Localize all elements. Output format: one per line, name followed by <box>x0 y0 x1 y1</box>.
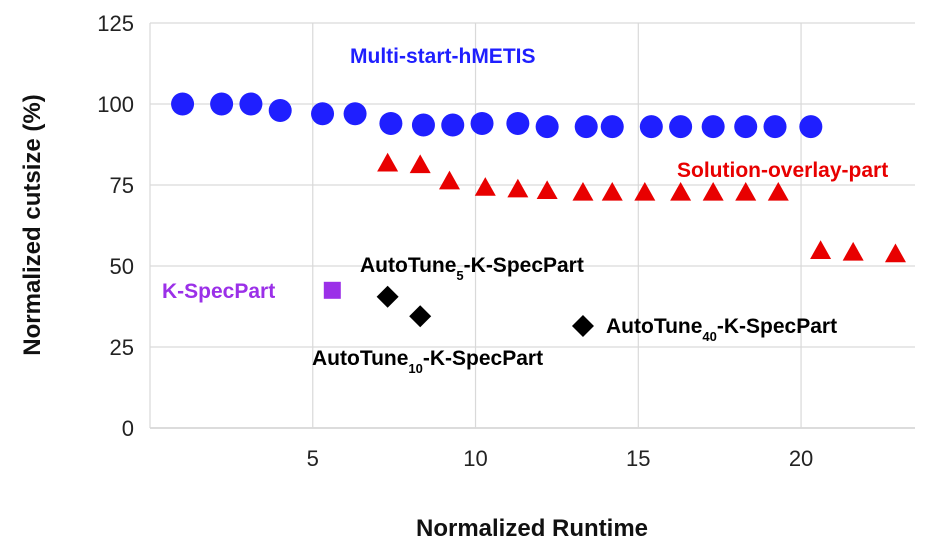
multi-start-hmetis-point <box>535 115 559 139</box>
solution-overlay-part-point <box>507 178 529 198</box>
solution-overlay-part-point <box>735 181 757 201</box>
y-tick-label: 75 <box>110 173 134 198</box>
multi-start-hmetis-point <box>734 115 758 139</box>
multi-start-hmetis-point <box>171 92 195 116</box>
solution-overlay-part-point <box>377 152 399 172</box>
solution-overlay-part-point <box>767 181 789 201</box>
annotation-kspec: K-SpecPart <box>162 280 275 303</box>
multi-start-hmetis-point <box>669 115 693 139</box>
y-tick-label: 25 <box>110 335 134 360</box>
x-axis-ticks: 5 10 15 20 <box>307 446 814 471</box>
multi-start-hmetis-point <box>639 115 663 139</box>
autotune-k-specpart-point <box>409 305 432 328</box>
x-tick-label: 5 <box>307 446 319 471</box>
solution-overlay-part-point <box>601 181 623 201</box>
multi-start-hmetis-point <box>506 111 530 135</box>
multi-start-hmetis-point <box>210 92 234 116</box>
multi-start-hmetis-point <box>600 115 624 139</box>
annotation-subscript: 40 <box>702 329 716 344</box>
data-points <box>171 92 906 337</box>
solution-overlay-part-point <box>702 181 724 201</box>
multi-start-hmetis-point <box>239 92 263 116</box>
annotation-subscript: 10 <box>408 361 422 376</box>
y-axis-title: Normalized cutsize (%) <box>19 94 46 355</box>
solution-overlay-part-point <box>670 181 692 201</box>
annotation-text: AutoTune <box>606 315 702 338</box>
x-axis-title: Normalized Runtime <box>416 515 648 542</box>
annotations: Multi-start-hMETIS Solution-overlay-part K… <box>162 45 888 376</box>
annotation-auto5: AutoTune5-K-SpecPart <box>360 254 584 283</box>
multi-start-hmetis-point <box>379 111 403 135</box>
annotation-suffix: -K-SpecPart <box>423 347 543 370</box>
annotation-suffix: -K-SpecPart <box>717 315 837 338</box>
autotune-k-specpart-point <box>571 314 594 337</box>
multi-start-hmetis-point <box>268 98 292 122</box>
annotation-text: Multi-start-hMETIS <box>350 45 535 68</box>
k-specpart-point <box>323 281 341 299</box>
multi-start-hmetis-point <box>763 115 787 139</box>
annotation-text: Solution-overlay-part <box>677 159 888 182</box>
y-tick-label: 125 <box>97 11 134 36</box>
multi-start-hmetis-point <box>411 113 435 137</box>
annotation-hmetis: Multi-start-hMETIS <box>350 45 535 68</box>
x-tick-label: 20 <box>789 446 813 471</box>
annotation-suffix: -K-SpecPart <box>464 254 584 277</box>
solution-overlay-part-point <box>536 180 558 200</box>
x-tick-label: 10 <box>463 446 487 471</box>
annotation-text: K-SpecPart <box>162 280 275 303</box>
multi-start-hmetis-point <box>441 113 465 137</box>
autotune-k-specpart-point <box>376 285 399 308</box>
solution-overlay-part-point <box>474 177 496 196</box>
multi-start-hmetis-point <box>799 115 823 139</box>
annotation-subscript: 5 <box>456 268 463 283</box>
solution-overlay-part-point <box>810 240 832 259</box>
solution-overlay-part-point <box>634 181 656 201</box>
annotation-text: AutoTune <box>312 347 408 370</box>
multi-start-hmetis-point <box>343 102 367 126</box>
y-axis-ticks: 0 25 50 75 100 125 <box>97 11 134 441</box>
multi-start-hmetis-point <box>701 115 725 139</box>
solution-overlay-part-point <box>884 243 906 263</box>
y-tick-label: 100 <box>97 92 134 117</box>
solution-overlay-part-point <box>842 241 864 261</box>
solution-overlay-part-point <box>409 154 431 174</box>
annotation-text: AutoTune <box>360 254 456 277</box>
x-tick-label: 15 <box>626 446 650 471</box>
annotation-auto40: AutoTune40-K-SpecPart <box>606 315 837 344</box>
y-tick-label: 50 <box>110 254 134 279</box>
y-tick-label: 0 <box>122 416 134 441</box>
multi-start-hmetis-point <box>470 111 494 135</box>
annotation-auto10: AutoTune10-K-SpecPart <box>312 347 543 376</box>
solution-overlay-part-point <box>438 170 460 190</box>
solution-overlay-part-point <box>572 181 594 201</box>
annotation-overlay: Solution-overlay-part <box>677 159 888 182</box>
multi-start-hmetis-point <box>574 115 598 139</box>
multi-start-hmetis-point <box>311 102 335 126</box>
